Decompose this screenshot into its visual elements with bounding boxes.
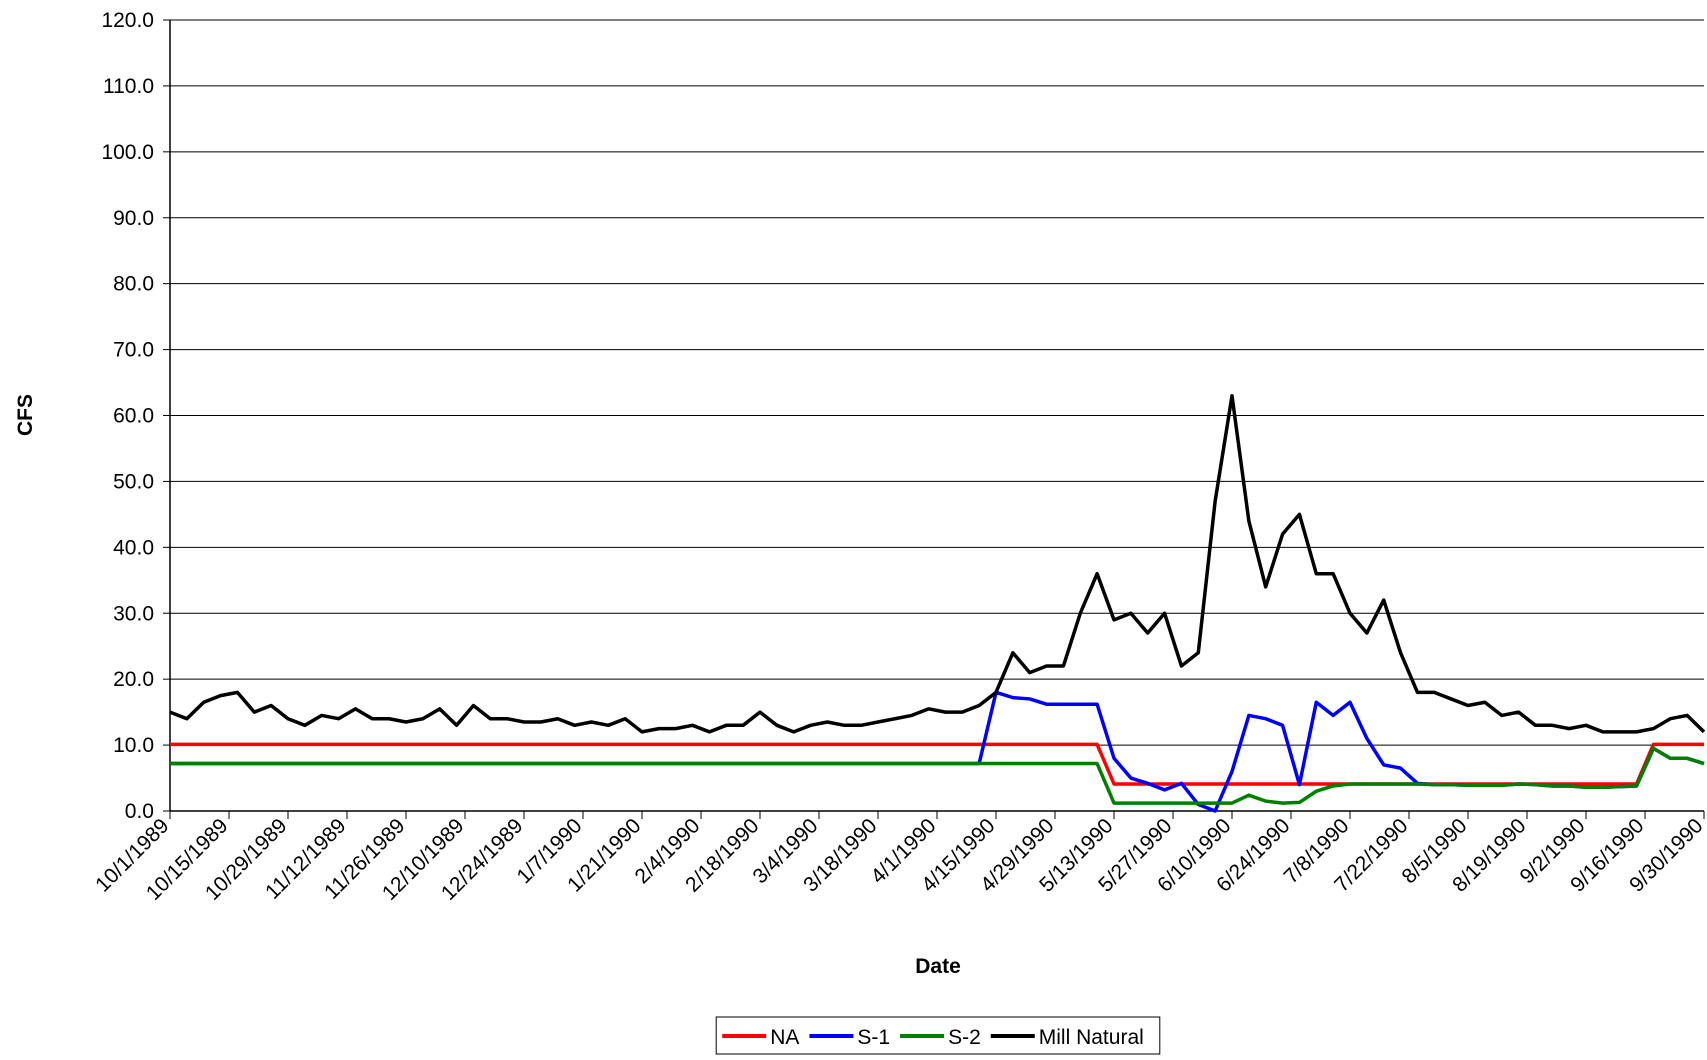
y-tick-label: 120.0 [101, 9, 154, 32]
y-tick-label: 80.0 [113, 273, 154, 296]
y-tick-label: 30.0 [113, 602, 154, 625]
legend-label: S-1 [857, 1026, 890, 1049]
y-tick-label: 50.0 [113, 470, 154, 493]
line-series [169, 393, 1706, 734]
y-axis-label: CFS [14, 394, 37, 436]
legend: NA S-1 S-2 Mill Natural [715, 1016, 1161, 1055]
legend-label: NA [770, 1026, 799, 1049]
y-tick-label: 0.0 [125, 800, 154, 823]
x-axis-label: Date [915, 955, 961, 978]
line-series [170, 746, 1705, 805]
y-tick-label: 40.0 [113, 536, 154, 559]
y-tick-label: 60.0 [113, 405, 154, 428]
y-tick-label: 20.0 [113, 668, 154, 691]
legend-label: S-2 [948, 1026, 981, 1049]
y-tick-label: 100.0 [101, 141, 154, 164]
legend-label: Mill Natural [1039, 1026, 1144, 1049]
y-tick-label: 70.0 [113, 339, 154, 362]
y-tick-label: 10.0 [113, 734, 154, 757]
y-tick-label: 110.0 [103, 75, 154, 98]
y-tick-label: 90.0 [113, 207, 154, 230]
